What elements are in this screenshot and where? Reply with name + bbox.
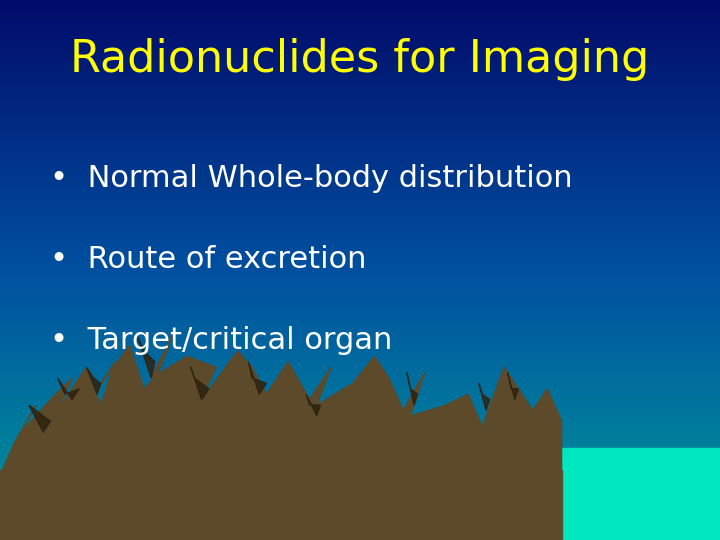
Polygon shape bbox=[407, 373, 418, 405]
Polygon shape bbox=[86, 367, 101, 394]
Polygon shape bbox=[58, 378, 79, 400]
Polygon shape bbox=[479, 383, 490, 410]
Text: •  Normal Whole-body distribution: • Normal Whole-body distribution bbox=[50, 164, 573, 193]
Text: Radionuclides for Imaging: Radionuclides for Imaging bbox=[71, 38, 649, 81]
Polygon shape bbox=[248, 362, 266, 394]
Polygon shape bbox=[508, 373, 518, 400]
Polygon shape bbox=[306, 394, 320, 416]
Polygon shape bbox=[29, 405, 50, 432]
Polygon shape bbox=[191, 367, 209, 400]
Text: •  Route of excretion: • Route of excretion bbox=[50, 245, 367, 274]
Polygon shape bbox=[137, 335, 155, 378]
Polygon shape bbox=[0, 335, 562, 540]
Text: •  Target/critical organ: • Target/critical organ bbox=[50, 326, 393, 355]
Polygon shape bbox=[0, 470, 562, 540]
Polygon shape bbox=[562, 448, 720, 540]
